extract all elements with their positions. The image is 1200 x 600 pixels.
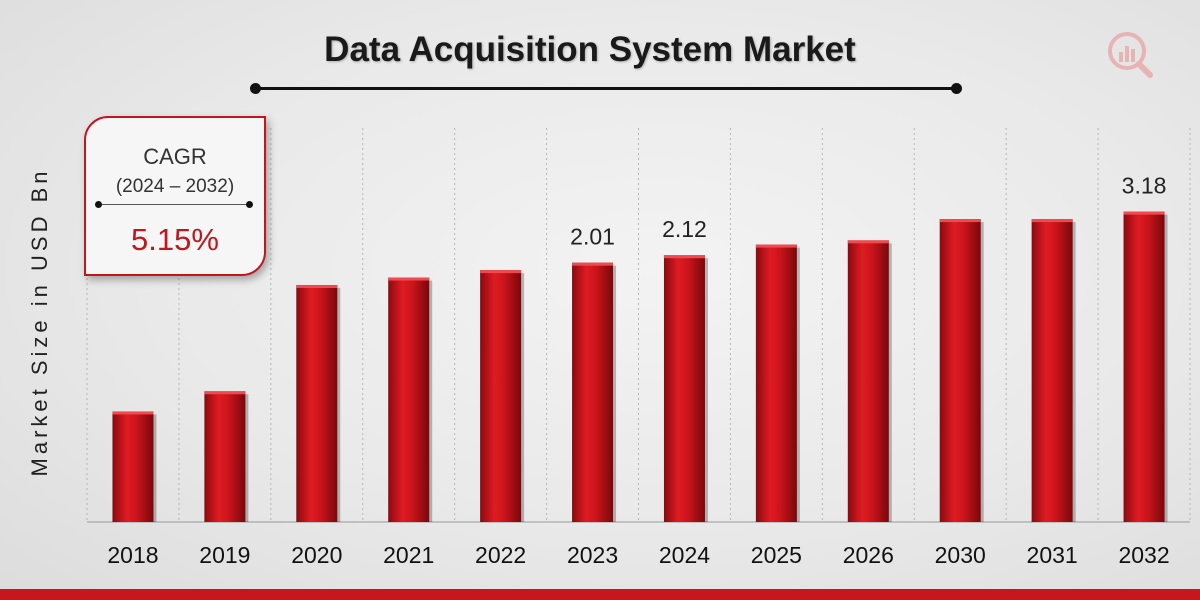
x-tick-label: 2026 — [843, 542, 894, 568]
data-label: 2.01 — [570, 224, 615, 250]
cagr-divider — [98, 204, 250, 205]
bar-2024 — [663, 255, 705, 523]
chart-title: Data Acquisition System Market — [324, 30, 856, 69]
bar-2020 — [296, 284, 338, 522]
market-research-logo-icon — [1108, 32, 1153, 78]
bar-2019 — [204, 391, 246, 522]
bar-top-highlight — [847, 240, 889, 244]
cagr-divider-left-dot — [95, 201, 102, 208]
bar-2032 — [1123, 211, 1165, 522]
bottom-accent-bar — [0, 589, 1200, 600]
bar-2025 — [755, 244, 797, 522]
bar-top-highlight — [296, 284, 338, 288]
x-tick-label: 2020 — [291, 542, 342, 568]
bar-top-highlight — [1031, 219, 1073, 223]
bar-2026 — [847, 240, 889, 523]
bar-top-highlight — [572, 262, 614, 266]
bar-2030 — [939, 219, 981, 523]
title-underline-right-dot — [951, 83, 962, 94]
bar-top-highlight — [204, 391, 246, 395]
bar-top-highlight — [480, 270, 522, 274]
cagr-value: 5.15% — [131, 222, 219, 257]
bar-top-highlight — [388, 277, 430, 281]
bar-top-highlight — [663, 255, 705, 259]
title-underline-left-dot — [250, 83, 261, 94]
bar-2018 — [112, 411, 154, 522]
bar-top-highlight — [1123, 211, 1165, 215]
cagr-divider-right-dot — [246, 201, 253, 208]
x-tick-label: 2032 — [1118, 542, 1169, 568]
title-underline — [256, 87, 956, 90]
cagr-callout: CAGR (2024 – 2032) 5.15% — [84, 116, 266, 276]
bar-top-highlight — [755, 244, 797, 248]
bar-2021 — [388, 277, 430, 522]
bar-top-highlight — [112, 411, 154, 415]
x-tick-label: 2018 — [107, 542, 158, 568]
data-label: 3.18 — [1122, 173, 1167, 199]
x-tick-label: 2025 — [751, 542, 802, 568]
bar-2023 — [572, 262, 614, 522]
data-label: 2.12 — [662, 216, 707, 242]
x-tick-label: 2031 — [1027, 542, 1078, 568]
bar-top-highlight — [939, 219, 981, 223]
x-tick-label: 2030 — [935, 542, 986, 568]
x-tick-label: 2024 — [659, 542, 710, 568]
cagr-period: (2024 – 2032) — [115, 176, 235, 197]
x-tick-label: 2019 — [199, 542, 250, 568]
cagr-label: CAGR — [143, 144, 207, 169]
x-tick-label: 2021 — [383, 542, 434, 568]
x-tick-label: 2023 — [567, 542, 618, 568]
bar-2022 — [480, 270, 522, 522]
x-tick-label: 2022 — [475, 542, 526, 568]
bar-2031 — [1031, 219, 1073, 523]
